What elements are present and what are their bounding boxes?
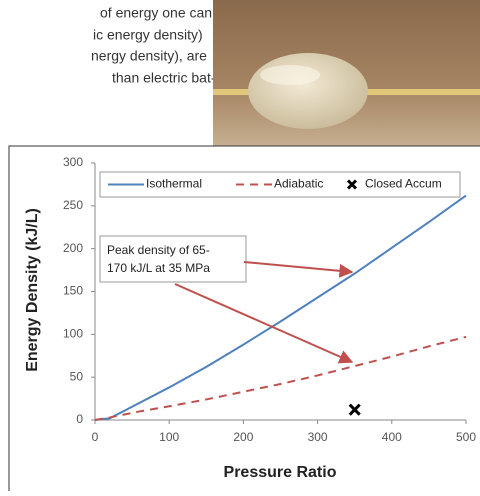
- legend-label: Isothermal: [146, 177, 202, 191]
- body-text: of energy one can: [100, 5, 212, 21]
- y-tick-label: 50: [70, 369, 84, 383]
- page-canvas: of energy one can ic energy density) ner…: [0, 0, 480, 491]
- x-tick-label: 100: [159, 430, 179, 444]
- y-axis-label: Energy Density (kJ/L): [24, 208, 41, 372]
- x-tick-label: 400: [382, 430, 402, 444]
- y-tick-label: 0: [76, 412, 83, 426]
- body-text: ic energy density): [93, 27, 203, 43]
- body-text: nergy density), are: [91, 48, 207, 64]
- x-tick-label: 200: [233, 430, 253, 444]
- x-tick-label: 300: [308, 430, 328, 444]
- x-tick-label: 500: [456, 430, 476, 444]
- y-tick-label: 300: [63, 155, 83, 169]
- body-text: than electric bat-: [112, 70, 216, 86]
- page: of energy one can ic energy density) ner…: [0, 0, 480, 491]
- photo: [213, 0, 480, 150]
- x-axis-label: Pressure Ratio: [224, 464, 337, 481]
- annotation: 170 kJ/L at 35 MPa: [107, 261, 210, 275]
- y-tick-label: 150: [63, 284, 83, 298]
- legend-label: Adiabatic: [274, 177, 323, 191]
- y-tick-label: 200: [63, 241, 83, 255]
- y-tick-label: 100: [63, 327, 83, 341]
- x-tick-label: 0: [92, 430, 99, 444]
- legend-label: Closed Accum: [365, 177, 442, 191]
- y-tick-label: 250: [63, 198, 83, 212]
- annotation: Peak density of 65-: [107, 243, 210, 257]
